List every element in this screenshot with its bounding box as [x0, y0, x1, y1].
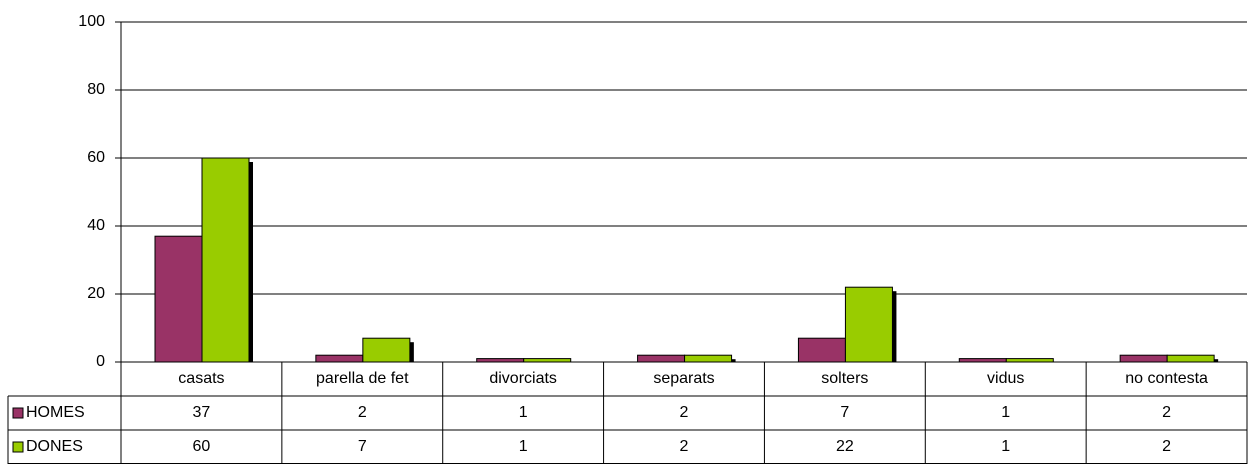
- table-value: 22: [836, 438, 854, 455]
- bar: [958, 358, 1007, 363]
- bar: [315, 354, 364, 363]
- legend-label: DONES: [26, 438, 83, 455]
- legend-label: HOMES: [26, 404, 85, 421]
- table-value: 2: [1162, 438, 1171, 455]
- bar: [1119, 354, 1168, 363]
- bar: [797, 337, 846, 363]
- table-value: 2: [358, 404, 367, 421]
- y-tick-label: 0: [96, 353, 105, 370]
- bar: [201, 157, 250, 363]
- table-value: 2: [680, 438, 689, 455]
- x-tick-label: vidus: [987, 370, 1024, 387]
- bar: [684, 354, 733, 363]
- table-value: 1: [519, 404, 528, 421]
- table-value: 37: [193, 404, 211, 421]
- x-tick-label: parella de fet: [316, 370, 409, 387]
- x-tick-label: divorciats: [489, 370, 557, 387]
- bar: [476, 358, 525, 363]
- bar: [362, 337, 411, 363]
- x-tick-label: solters: [821, 370, 868, 387]
- y-tick-label: 80: [87, 81, 105, 98]
- legend-key: [12, 407, 24, 419]
- table-value: 7: [358, 438, 367, 455]
- x-tick-label: separats: [653, 370, 714, 387]
- table-value: 1: [519, 438, 528, 455]
- table-value: 1: [1001, 438, 1010, 455]
- y-tick-label: 20: [87, 285, 105, 302]
- bar: [1166, 354, 1215, 363]
- y-tick-label: 40: [87, 217, 105, 234]
- y-tick-label: 60: [87, 149, 105, 166]
- table-value: 60: [193, 438, 211, 455]
- bar: [844, 286, 893, 363]
- table-value: 2: [680, 404, 689, 421]
- table-value: 7: [840, 404, 849, 421]
- bar: [1005, 358, 1054, 363]
- legend-key: [12, 441, 24, 453]
- x-tick-label: no contesta: [1125, 370, 1208, 387]
- table-value: 2: [1162, 404, 1171, 421]
- bar: [637, 354, 686, 363]
- table-value: 1: [1001, 404, 1010, 421]
- bar: [154, 235, 203, 363]
- y-tick-label: 100: [78, 13, 105, 30]
- x-tick-label: casats: [178, 370, 224, 387]
- bar: [523, 358, 572, 363]
